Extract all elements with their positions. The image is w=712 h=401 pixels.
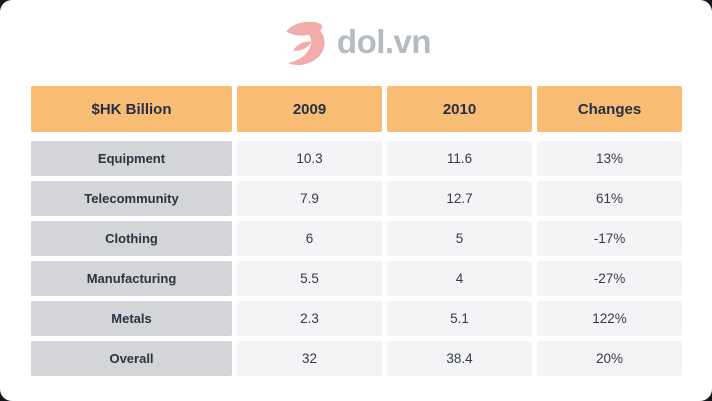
row-label-clothing: Clothing <box>31 221 232 256</box>
header-cell-metric: $HK Billion <box>31 86 232 132</box>
cell-manufacturing-2010: 4 <box>387 261 532 296</box>
row-label-overall: Overall <box>31 341 232 376</box>
header-cell-changes: Changes <box>537 86 682 132</box>
cell-equipment-2009: 10.3 <box>237 141 382 176</box>
cell-telecommunity-2009: 7.9 <box>237 181 382 216</box>
cell-clothing-2009: 6 <box>237 221 382 256</box>
cell-overall-changes: 20% <box>537 341 682 376</box>
cell-manufacturing-changes: -27% <box>537 261 682 296</box>
cell-metals-2010: 5.1 <box>387 301 532 336</box>
cell-overall-2009: 32 <box>237 341 382 376</box>
cell-manufacturing-2009: 5.5 <box>237 261 382 296</box>
dol-swoosh-icon <box>286 21 325 66</box>
cell-overall-2010: 38.4 <box>387 341 532 376</box>
cell-telecommunity-2010: 12.7 <box>387 181 532 216</box>
header-cell-2010: 2010 <box>387 86 532 132</box>
cell-clothing-2010: 5 <box>387 221 532 256</box>
cell-equipment-2010: 11.6 <box>387 141 532 176</box>
row-label-manufacturing: Manufacturing <box>31 261 232 296</box>
header-cell-2009: 2009 <box>237 86 382 132</box>
data-table: $HK Billion 2009 2010 Changes Equipment … <box>31 86 682 376</box>
table-header-row: $HK Billion 2009 2010 Changes <box>31 86 682 132</box>
cell-telecommunity-changes: 61% <box>537 181 682 216</box>
row-label-telecommunity: Telecommunity <box>31 181 232 216</box>
cell-metals-2009: 2.3 <box>237 301 382 336</box>
row-label-metals: Metals <box>31 301 232 336</box>
table-body: Equipment 10.3 11.6 13% Telecommunity 7.… <box>31 141 682 376</box>
cell-equipment-changes: 13% <box>537 141 682 176</box>
row-label-equipment: Equipment <box>31 141 232 176</box>
cell-clothing-changes: -17% <box>537 221 682 256</box>
logo-text: dol.vn <box>336 22 432 60</box>
cell-metals-changes: 122% <box>537 301 682 336</box>
dol-logo: dol.vn <box>0 0 712 69</box>
